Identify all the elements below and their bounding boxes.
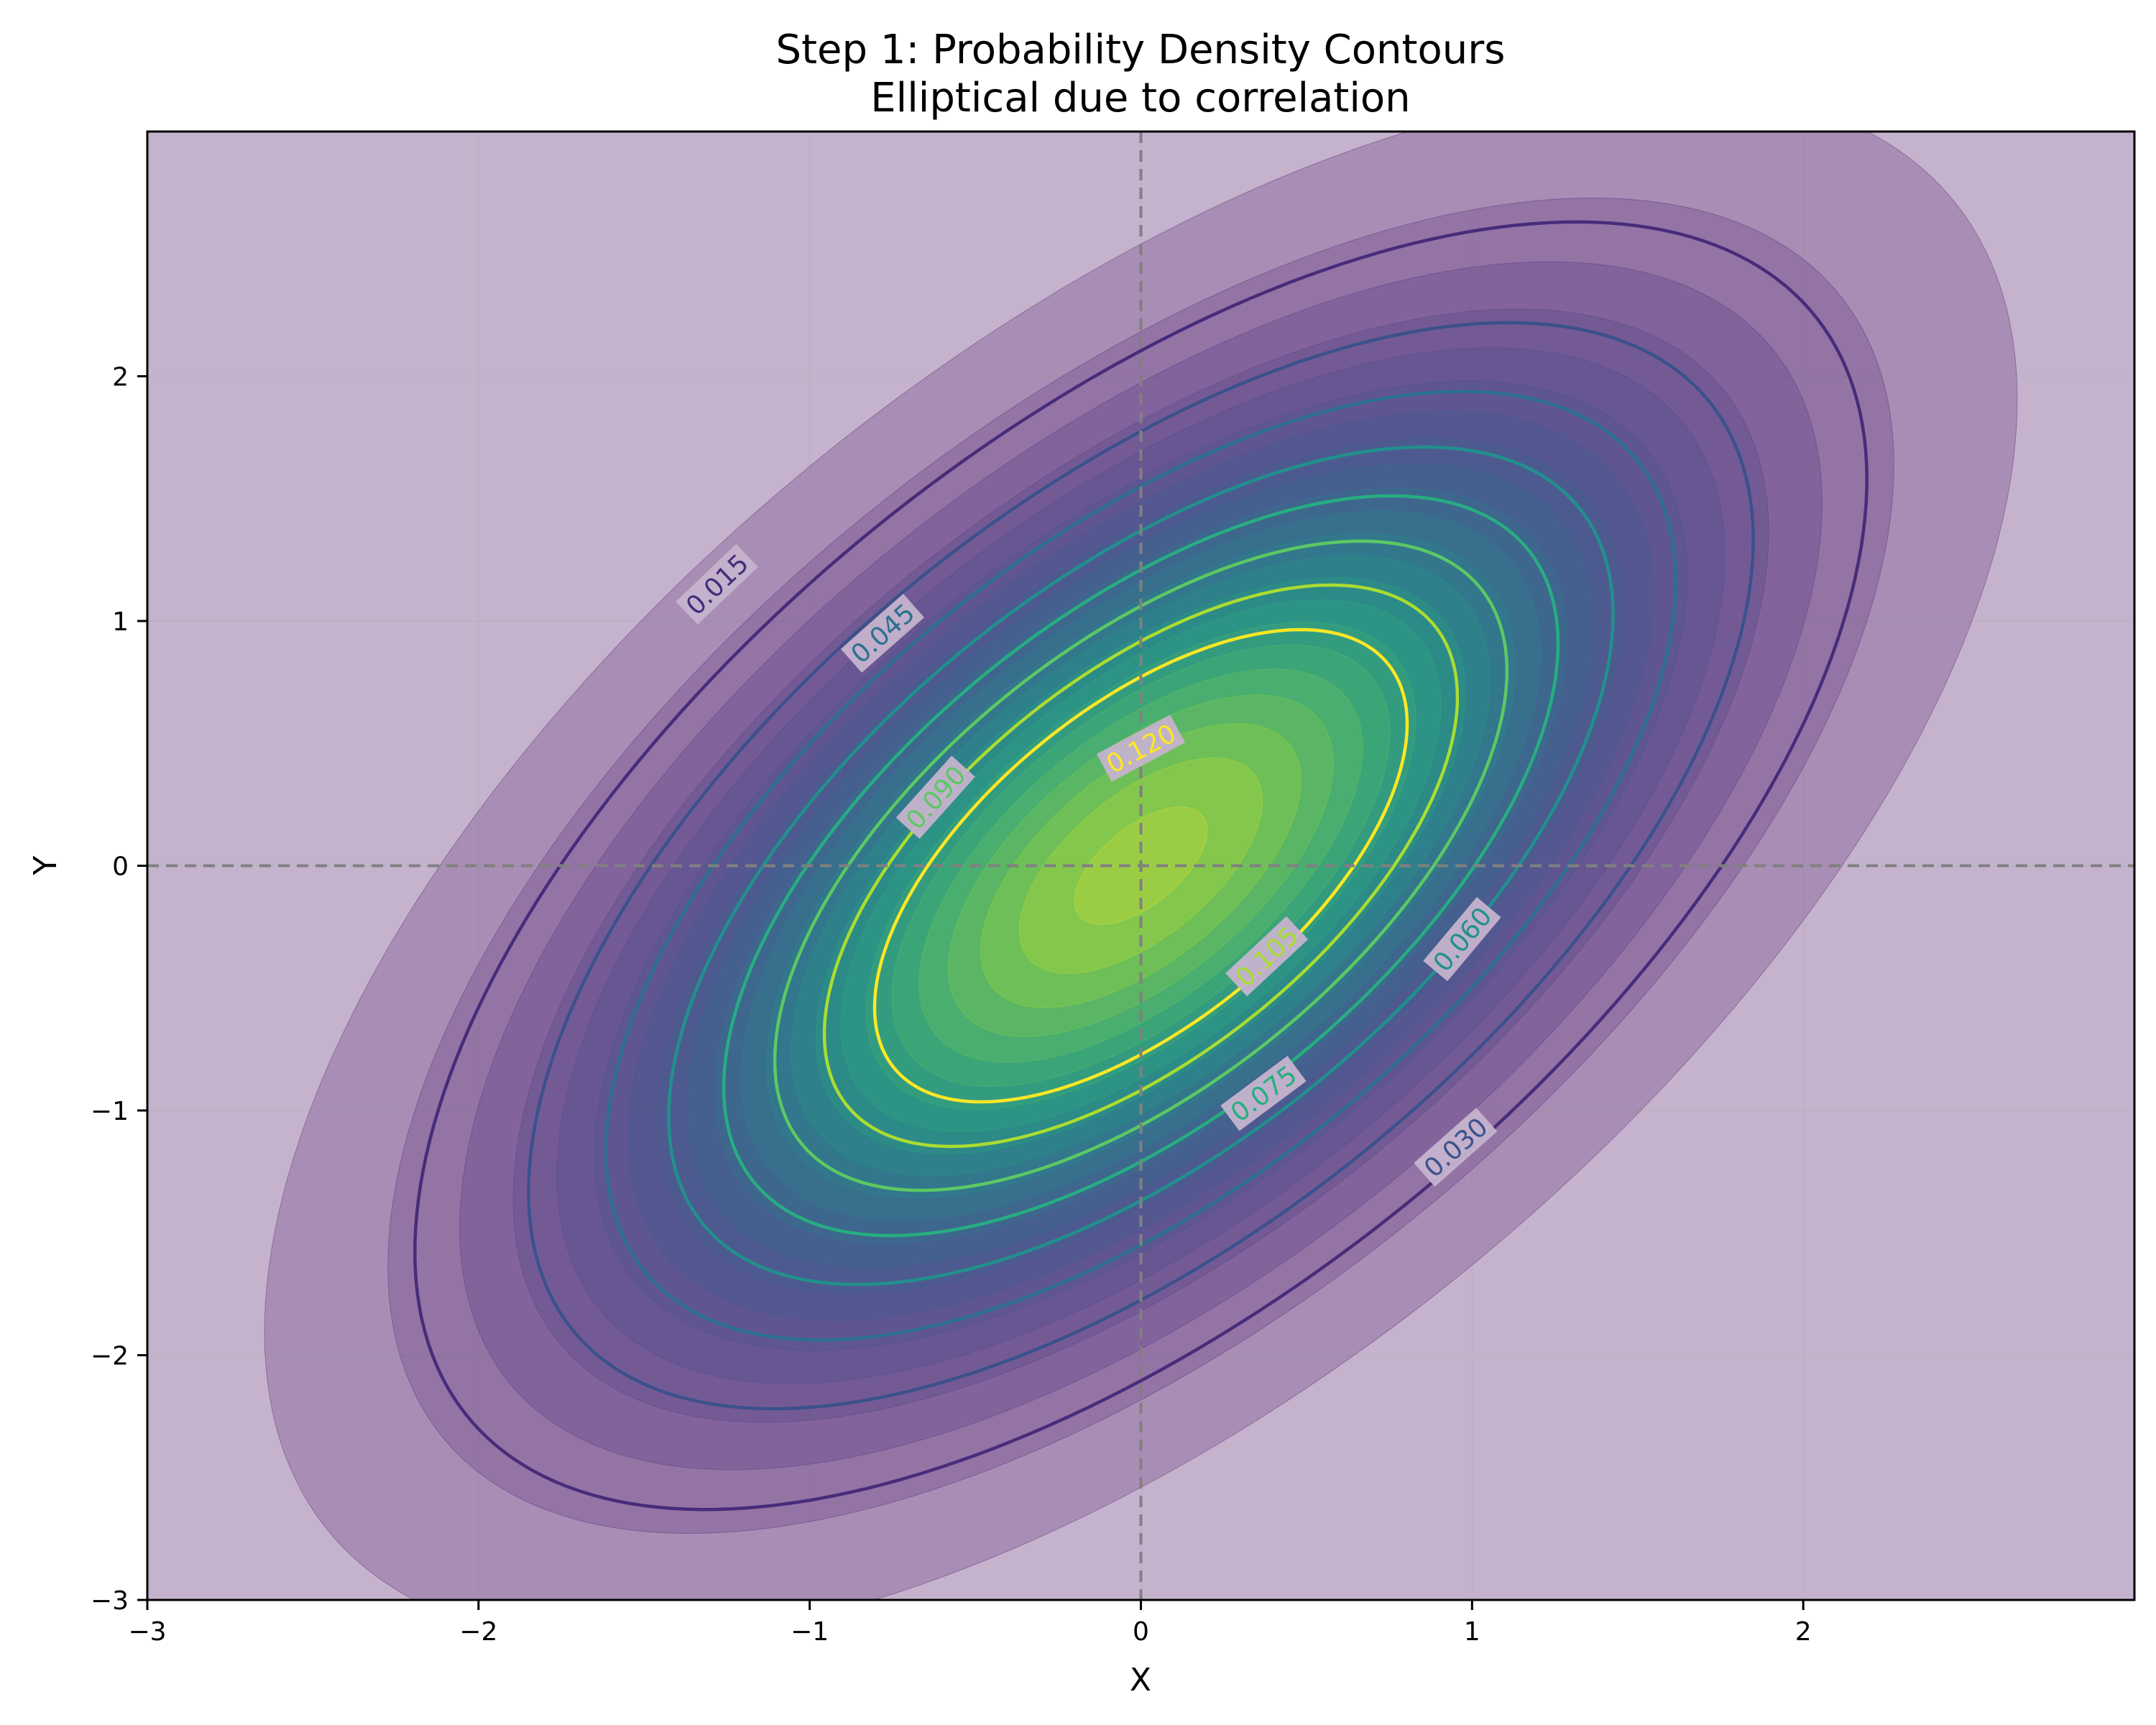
contour-label-gap bbox=[676, 543, 758, 625]
y-tick-label: 2 bbox=[112, 363, 129, 392]
contour-line bbox=[667, 445, 1615, 1287]
x-tick-label: −3 bbox=[128, 1617, 166, 1647]
y-tick-label: −1 bbox=[91, 1097, 129, 1126]
contour-label-gap bbox=[1225, 916, 1309, 997]
contour-line bbox=[604, 390, 1677, 1342]
x-tick-label: 2 bbox=[1795, 1617, 1812, 1647]
y-tick-label: 1 bbox=[112, 607, 129, 637]
axis-ticks: −3 −2 −1 0 1 2 −3 −2 −1 0 1 2 bbox=[91, 363, 1812, 1647]
contour-label-gap bbox=[1414, 1108, 1498, 1187]
contour-label-gap bbox=[1220, 1055, 1307, 1131]
contour-line bbox=[527, 321, 1755, 1411]
x-tick-label: 1 bbox=[1464, 1617, 1480, 1647]
x-tick-label: −1 bbox=[791, 1617, 829, 1647]
x-axis-label: X bbox=[1130, 1662, 1151, 1698]
x-tick-label: −2 bbox=[459, 1617, 497, 1647]
y-tick-label: −2 bbox=[91, 1342, 129, 1371]
contour-label-gap bbox=[895, 755, 975, 840]
contour-line bbox=[773, 539, 1509, 1192]
contour-line bbox=[722, 494, 1560, 1238]
y-tick-label: −3 bbox=[91, 1586, 129, 1616]
reference-lines bbox=[147, 132, 2134, 1600]
chart-title: Step 1: Probability Density Contours bbox=[776, 27, 1506, 73]
contour-line bbox=[872, 627, 1409, 1104]
contour-label-gap bbox=[1096, 714, 1186, 782]
contour-lines bbox=[413, 220, 1869, 1512]
x-tick-label: 0 bbox=[1133, 1617, 1149, 1647]
contour-label-gap bbox=[1423, 897, 1501, 982]
contour-label-gap bbox=[840, 594, 925, 673]
chart-subtitle: Elliptical due to correlation bbox=[870, 75, 1410, 121]
y-tick-label: 0 bbox=[112, 852, 129, 882]
y-axis-label: Y bbox=[27, 855, 64, 875]
contour-line bbox=[413, 220, 1869, 1512]
